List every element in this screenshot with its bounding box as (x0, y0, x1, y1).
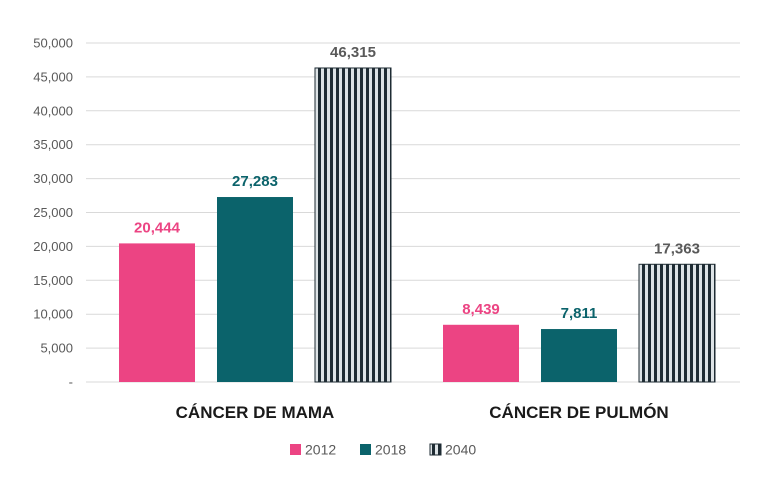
bar-2018-pulmon (541, 329, 617, 382)
data-label-2012-pulmon: 8,439 (462, 301, 500, 318)
legend-label-2040: 2040 (445, 442, 476, 458)
legend: 2012 2018 2040 (290, 442, 476, 458)
bar-2012-mama (119, 243, 195, 382)
data-label-2040-mama: 46,315 (330, 44, 376, 61)
bar-2040-mama (314, 67, 392, 383)
legend-label-2012: 2012 (305, 442, 336, 458)
y-tick-label: 5,000 (40, 341, 73, 356)
data-labels: 20,444 27,283 46,315 8,439 7,811 17,363 (134, 44, 700, 322)
bar-2040-pulmon (638, 263, 716, 383)
y-tick-label: 30,000 (33, 171, 73, 186)
category-label-mama: CÁNCER DE MAMA (176, 403, 335, 422)
data-label-2012-mama: 20,444 (134, 219, 181, 236)
legend-label-2018: 2018 (375, 442, 406, 458)
y-tick-label: 35,000 (33, 137, 73, 152)
y-tick-label: 40,000 (33, 103, 73, 118)
y-tick-label: 45,000 (33, 69, 73, 84)
category-label-pulmon: CÁNCER DE PULMÓN (489, 403, 668, 422)
y-tick-label: 25,000 (33, 205, 73, 220)
y-tick-label: 20,000 (33, 239, 73, 254)
y-axis-tick-labels: - 5,000 10,000 15,000 20,000 25,000 30,000 35,0… (33, 36, 73, 390)
data-label-2018-pulmon: 7,811 (561, 305, 598, 322)
y-tick-label: 15,000 (33, 273, 73, 288)
legend-swatch-2012 (290, 444, 301, 455)
bar-2018-mama (217, 197, 293, 382)
y-tick-label: - (69, 375, 73, 390)
data-label-2018-mama: 27,283 (232, 173, 278, 190)
data-label-2040-pulmon: 17,363 (654, 240, 700, 257)
legend-swatch-2018 (360, 444, 371, 455)
y-tick-label: 10,000 (33, 307, 73, 322)
category-labels: CÁNCER DE MAMA CÁNCER DE PULMÓN (176, 403, 669, 422)
y-tick-label: 50,000 (33, 36, 73, 51)
legend-swatch-2040 (429, 443, 442, 456)
bar-2012-pulmon (443, 324, 519, 382)
bars (119, 67, 716, 383)
